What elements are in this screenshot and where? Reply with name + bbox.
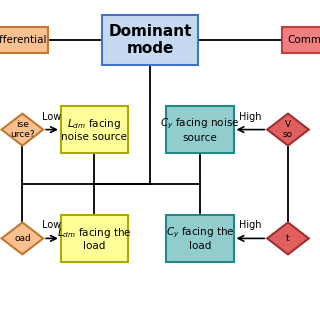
FancyBboxPatch shape [0,27,48,53]
Text: $L_{dm}$ facing
noise source: $L_{dm}$ facing noise source [61,117,127,142]
FancyBboxPatch shape [102,15,198,65]
Text: oad: oad [14,234,31,243]
Text: $L_{dm}$ facing the
load: $L_{dm}$ facing the load [57,226,132,251]
Text: t: t [286,234,290,243]
FancyBboxPatch shape [61,215,128,262]
FancyBboxPatch shape [166,215,234,262]
Polygon shape [2,222,43,254]
Polygon shape [267,222,309,254]
Text: Comme: Comme [287,35,320,45]
Text: High: High [239,220,262,230]
FancyBboxPatch shape [282,27,320,53]
Text: Low: Low [42,220,62,230]
Text: $C_y$ facing noise
source: $C_y$ facing noise source [160,116,240,143]
Text: High: High [239,112,262,122]
Text: Differential: Differential [0,35,47,45]
Text: Dominant
mode: Dominant mode [109,24,192,56]
Polygon shape [2,114,43,146]
Text: Low: Low [42,112,62,122]
Text: V
so: V so [283,120,293,139]
Text: $C_y$ facing the
load: $C_y$ facing the load [166,225,234,252]
Text: ise
urce?: ise urce? [10,120,35,139]
FancyBboxPatch shape [61,106,128,153]
FancyBboxPatch shape [166,106,234,153]
Polygon shape [267,114,309,146]
